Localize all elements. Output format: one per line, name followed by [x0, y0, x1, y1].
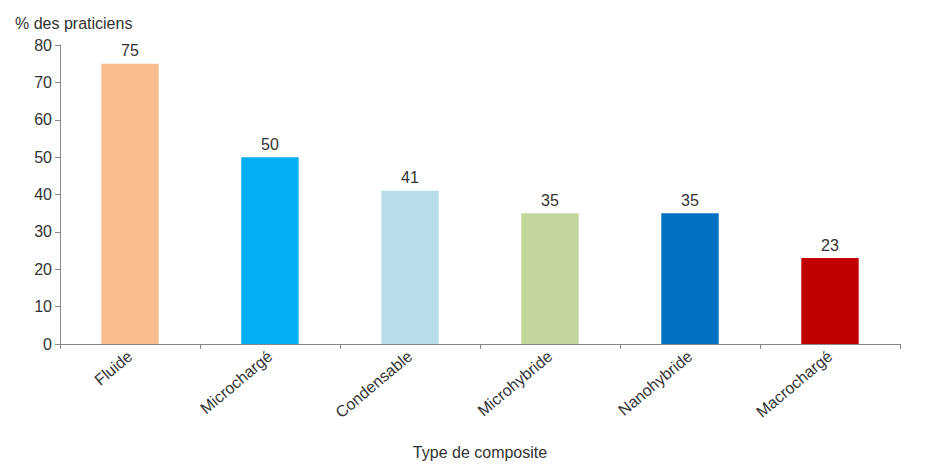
svg-text:41: 41 — [401, 169, 419, 186]
svg-text:% des praticiens: % des praticiens — [15, 15, 132, 32]
svg-text:35: 35 — [681, 192, 699, 209]
svg-text:Condensable: Condensable — [332, 347, 415, 421]
svg-text:Type de composite: Type de composite — [413, 444, 547, 461]
svg-text:40: 40 — [34, 186, 52, 203]
svg-text:20: 20 — [34, 261, 52, 278]
svg-text:Microhybride: Microhybride — [474, 347, 555, 419]
svg-text:Fluide: Fluide — [91, 347, 135, 388]
svg-text:50: 50 — [261, 136, 279, 153]
svg-text:10: 10 — [34, 298, 52, 315]
svg-text:50: 50 — [34, 149, 52, 166]
svg-text:75: 75 — [121, 42, 139, 59]
svg-text:30: 30 — [34, 223, 52, 240]
svg-text:70: 70 — [34, 74, 52, 91]
svg-text:0: 0 — [43, 336, 52, 353]
svg-text:Macrochargé: Macrochargé — [753, 347, 836, 420]
svg-text:Microchargé: Microchargé — [197, 347, 275, 417]
svg-text:Nanohybride: Nanohybride — [615, 347, 695, 418]
svg-text:23: 23 — [821, 237, 839, 254]
svg-text:35: 35 — [541, 192, 559, 209]
svg-text:60: 60 — [34, 111, 52, 128]
svg-text:80: 80 — [34, 37, 52, 54]
